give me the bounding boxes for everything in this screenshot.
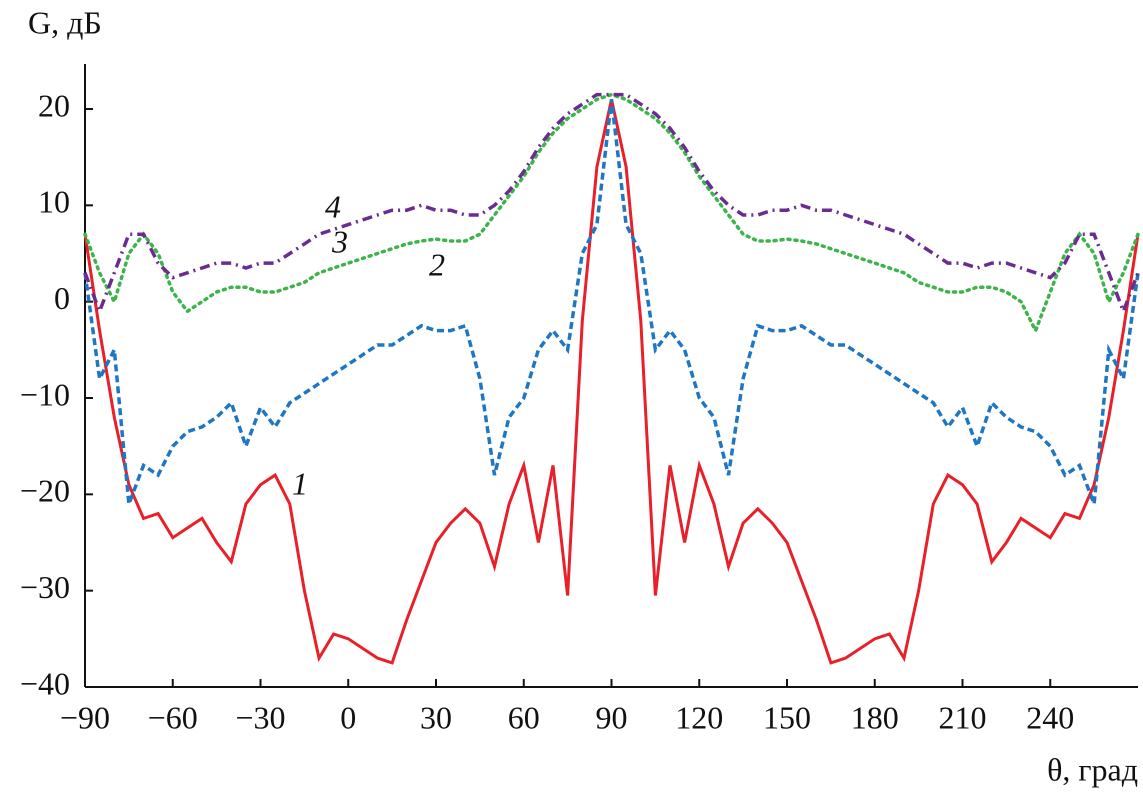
x-axis-label: θ, град — [1047, 751, 1138, 787]
x-tick-label: −30 — [235, 699, 285, 735]
x-tick-label: −60 — [148, 699, 198, 735]
series-label: 2 — [429, 246, 445, 282]
y-tick-label: −40 — [20, 665, 70, 701]
series-line — [83, 99, 1140, 505]
y-tick-label: 20 — [38, 87, 70, 123]
x-tick-label: 30 — [420, 699, 452, 735]
x-tick-label: 90 — [596, 699, 628, 735]
x-tick-label: 180 — [851, 699, 899, 735]
y-axis-label: G, дБ — [28, 4, 102, 40]
y-tick-label: −20 — [20, 473, 70, 509]
x-tick-label: 60 — [508, 699, 540, 735]
y-tick-label: −30 — [20, 569, 70, 605]
series-label: 1 — [292, 465, 308, 501]
y-tick-label: −10 — [20, 376, 70, 412]
x-tick-label: 120 — [675, 699, 723, 735]
x-tick-label: 240 — [1026, 699, 1074, 735]
x-tick-label: −90 — [60, 699, 110, 735]
y-tick-label: 0 — [54, 280, 70, 316]
series-line — [83, 92, 1140, 317]
series-line — [83, 92, 1140, 335]
series-label: 3 — [331, 223, 348, 259]
series-label: 4 — [325, 188, 341, 224]
x-tick-label: 210 — [939, 699, 987, 735]
y-tick-label: 10 — [38, 184, 70, 220]
x-tick-label: 0 — [340, 699, 356, 735]
series-line — [83, 99, 1140, 665]
x-tick-label: 150 — [763, 699, 811, 735]
